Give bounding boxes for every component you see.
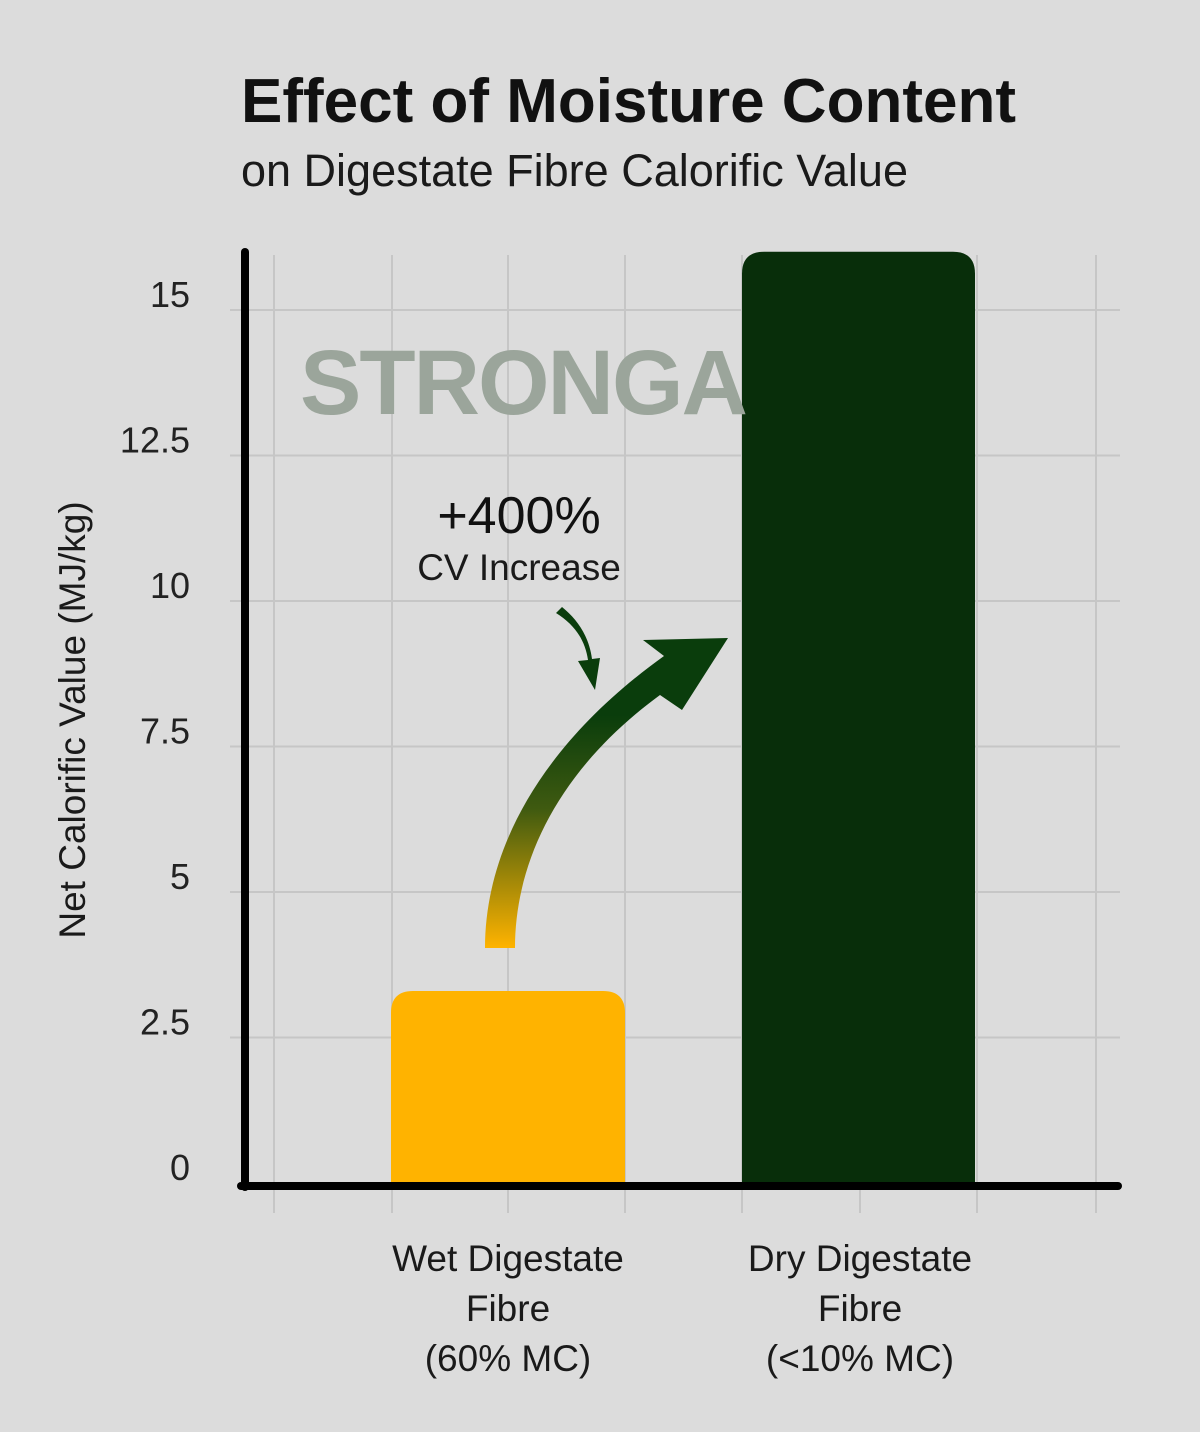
y-tick-label: 2.5 [140,1002,190,1043]
y-tick-label: 7.5 [140,711,190,752]
curved-growth-arrow-icon [485,638,728,948]
x-category-label: (<10% MC) [766,1338,954,1379]
annotation-caption: CV Increase [417,547,621,588]
x-category-label: Fibre [466,1288,550,1329]
y-tick-label: 5 [170,856,190,897]
chart-title: Effect of Moisture Content [241,67,1016,136]
increase-annotation: +400% CV Increase [417,487,621,690]
annotation-percent: +400% [437,487,600,545]
chart-subtitle: on Digestate Fibre Calorific Value [241,145,908,196]
watermark-logo: STRONGA [300,332,747,434]
x-category-label: Wet Digestate [392,1238,624,1279]
axes [237,248,1122,1191]
y-tick-label: 15 [150,274,190,315]
bars [391,251,975,1184]
x-category-labels: Wet Digestate Fibre (60% MC) Dry Digestate F… [392,1238,972,1379]
x-category-label: Dry Digestate [748,1238,972,1279]
y-tick-labels: 0 2.5 5 7.5 10 12.5 15 [120,274,190,1188]
x-category-label: Fibre [818,1288,902,1329]
y-tick-label: 0 [170,1147,190,1188]
y-tick-label: 12.5 [120,420,190,461]
small-curved-arrow-icon [556,607,600,690]
y-axis-label: Net Calorific Value (MJ/kg) [52,501,93,938]
bar-dry-digestate [742,251,975,1184]
bar-wet-digestate [391,990,625,1183]
x-category-label: (60% MC) [425,1338,592,1379]
y-tick-label: 10 [150,565,190,606]
